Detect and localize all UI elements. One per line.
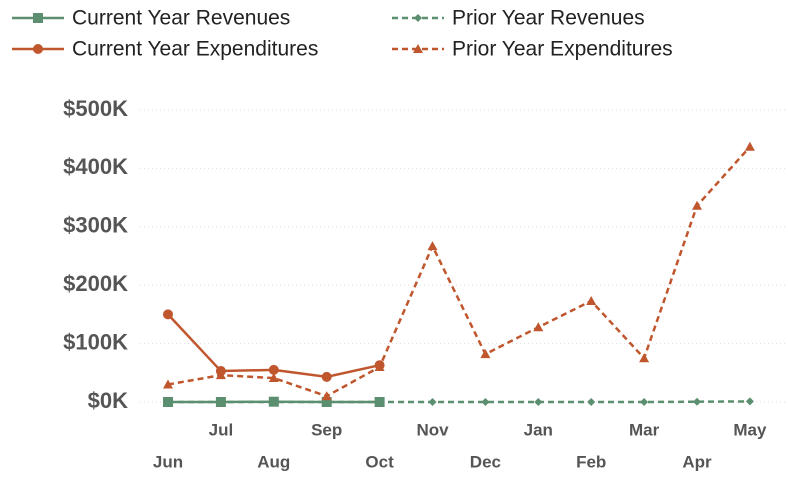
legend-label: Current Year Revenues <box>72 7 290 30</box>
legend-marker <box>33 44 43 54</box>
legend-marker <box>414 14 422 22</box>
legend-label: Prior Year Revenues <box>452 7 645 30</box>
x-tick-label: May <box>733 420 767 439</box>
data-point <box>269 398 278 406</box>
x-tick-label: Mar <box>629 420 660 439</box>
legend-marker <box>33 13 43 23</box>
x-tick-label: Apr <box>682 452 712 471</box>
series-line <box>168 400 750 404</box>
x-tick-label: Feb <box>576 452 606 471</box>
x-tick-label: Oct <box>365 452 394 471</box>
data-point <box>480 349 491 359</box>
data-point <box>321 391 332 401</box>
data-point <box>215 370 226 380</box>
data-point <box>268 373 279 383</box>
x-tick-label: Jul <box>209 420 234 439</box>
data-point <box>427 241 438 251</box>
x-tick-label: Jan <box>524 420 553 439</box>
x-tick-label: Sep <box>311 420 342 439</box>
x-tick-label: Dec <box>470 452 501 471</box>
data-point <box>374 361 385 371</box>
y-tick-label: $300K <box>63 213 128 238</box>
data-point <box>216 398 225 406</box>
data-point <box>268 364 279 375</box>
data-point <box>587 398 596 406</box>
data-point <box>534 398 543 406</box>
data-point <box>533 322 544 332</box>
data-point <box>481 398 490 406</box>
x-tick-label: Aug <box>257 452 290 471</box>
legend-marker <box>413 44 423 53</box>
series-line <box>167 145 751 398</box>
data-point <box>693 397 701 406</box>
data-point <box>428 398 437 406</box>
data-point <box>163 379 173 389</box>
data-point <box>744 141 755 151</box>
data-point <box>375 398 384 406</box>
y-tick-label: $200K <box>63 271 128 296</box>
data-point <box>164 398 172 406</box>
x-tick-label: Jun <box>153 452 183 471</box>
data-point <box>692 200 702 210</box>
data-point <box>163 309 173 320</box>
data-point <box>321 371 332 382</box>
legend-label: Prior Year Expenditures <box>452 38 673 61</box>
data-point <box>745 397 754 406</box>
x-tick-label: Nov <box>416 420 449 439</box>
data-point <box>586 295 597 305</box>
legend-label: Current Year Expenditures <box>72 38 318 61</box>
data-point <box>640 398 649 406</box>
y-tick-label: $400K <box>63 154 128 179</box>
y-tick-label: $0K <box>88 388 128 413</box>
y-tick-label: $500K <box>63 96 128 121</box>
y-tick-label: $100K <box>63 329 128 354</box>
data-point <box>639 353 650 363</box>
